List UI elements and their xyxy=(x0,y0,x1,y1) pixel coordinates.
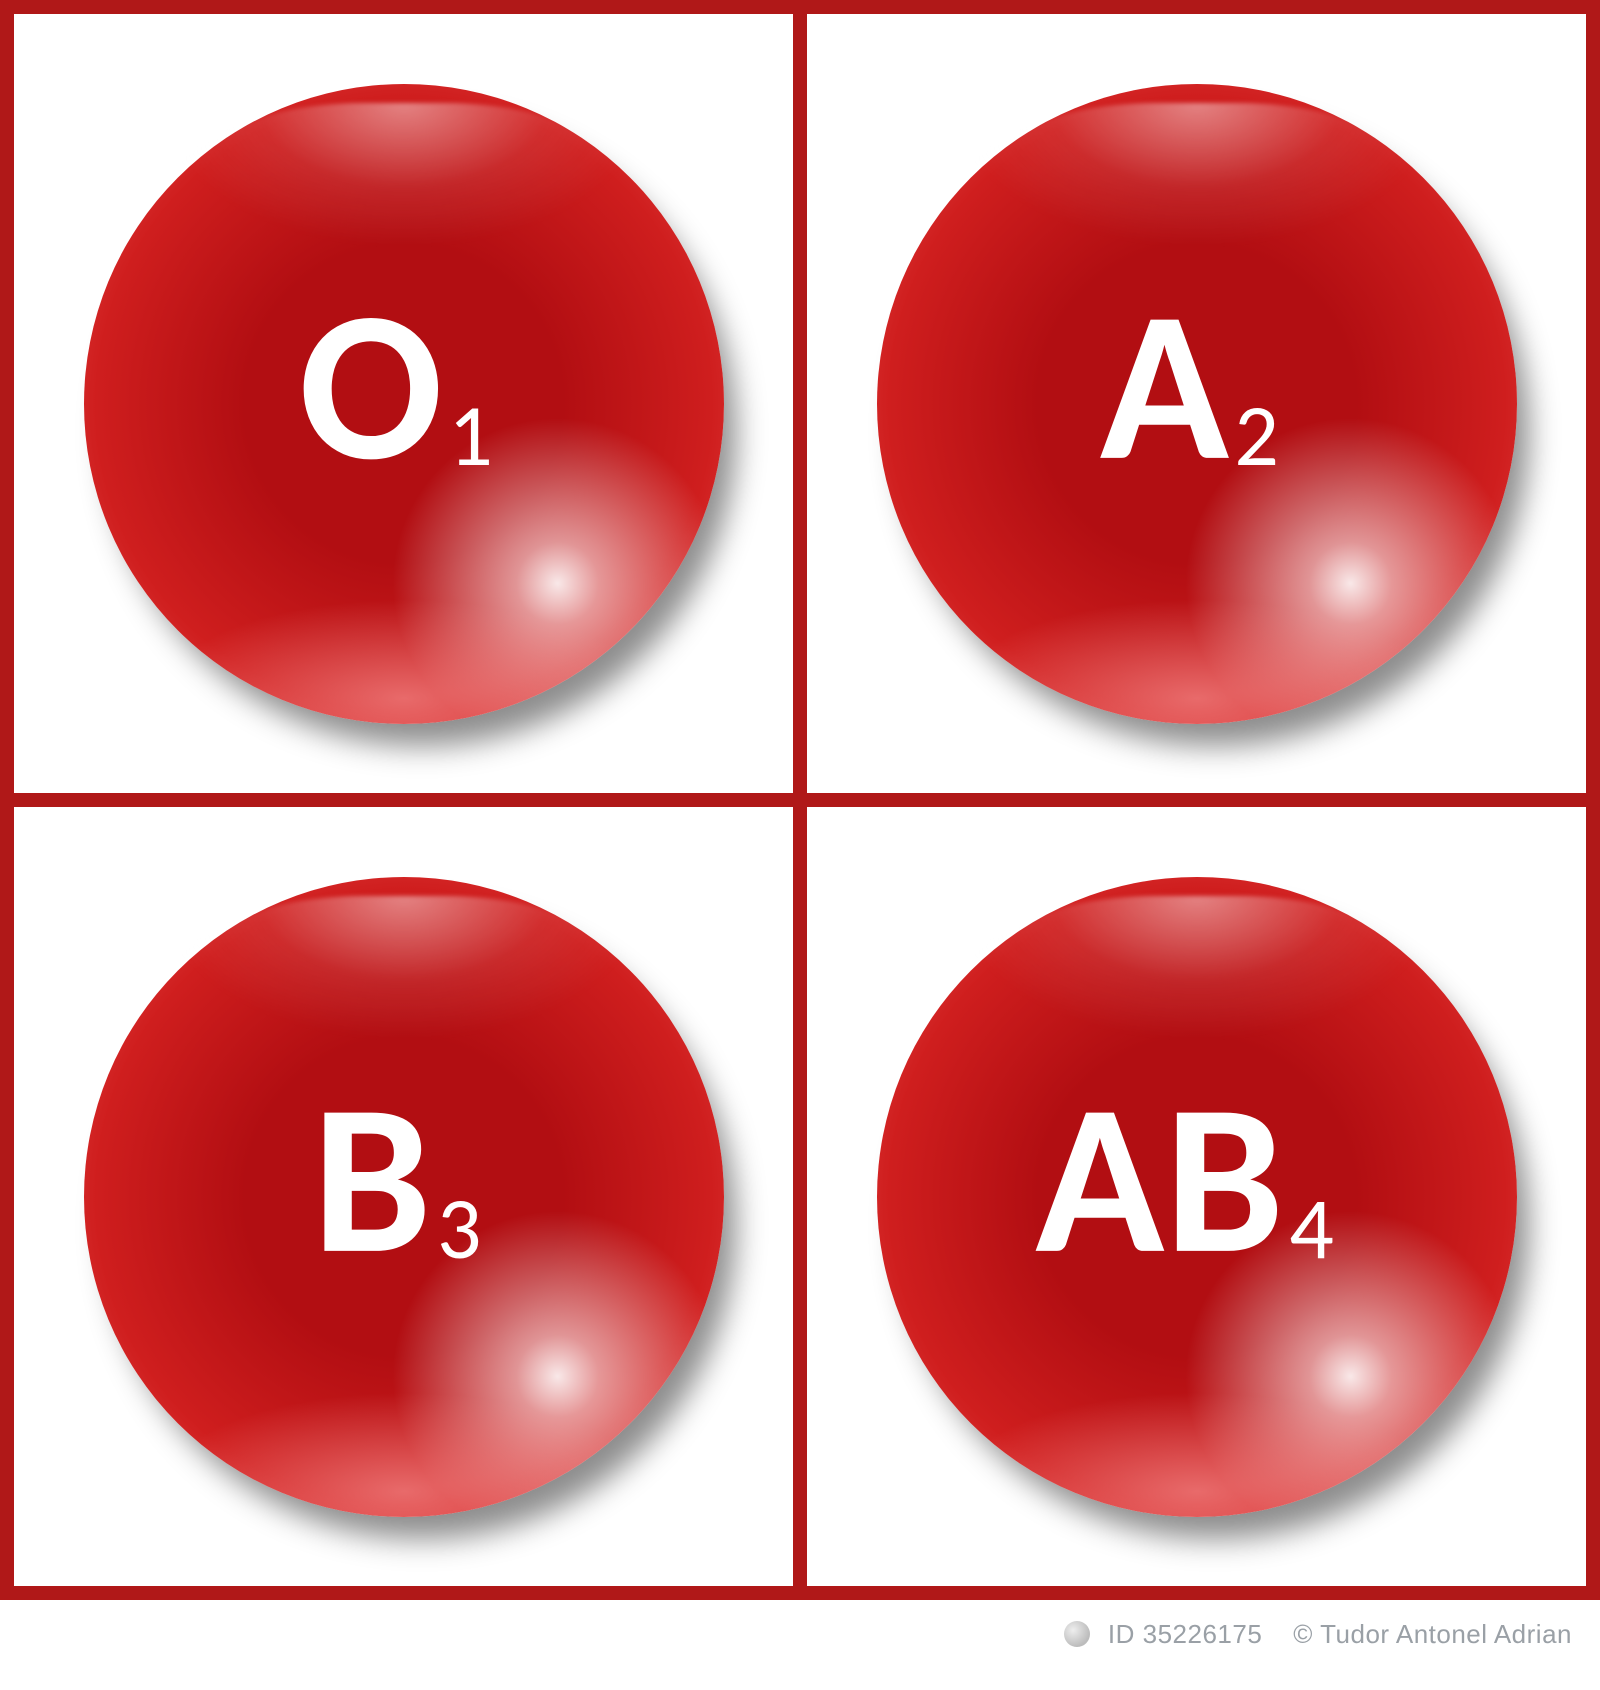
quadrant-grid: O 1 A 2 B 3 xyxy=(0,0,1600,1600)
label-a: A 2 xyxy=(1100,280,1279,493)
cell-o: O 1 xyxy=(14,14,793,793)
letter: B xyxy=(312,1073,432,1286)
attribution-bullet-icon xyxy=(1064,1621,1090,1647)
subscript: 2 xyxy=(1234,391,1279,479)
subscript: 3 xyxy=(437,1184,482,1272)
subscript: 4 xyxy=(1289,1184,1334,1272)
letter: A xyxy=(1100,280,1229,493)
cell-ab: AB 4 xyxy=(807,807,1586,1586)
blood-drop-a: A 2 xyxy=(877,84,1517,724)
letter: O xyxy=(299,280,443,493)
label-b: B 3 xyxy=(312,1073,481,1286)
label-o: O 1 xyxy=(299,280,493,493)
attribution: ID 35226175 © Tudor Antonel Adrian xyxy=(1064,1619,1572,1650)
letter: AB xyxy=(1035,1073,1284,1286)
label-ab: AB 4 xyxy=(1035,1073,1334,1286)
cell-a: A 2 xyxy=(807,14,1586,793)
cell-b: B 3 xyxy=(14,807,793,1586)
attribution-id: ID 35226175 xyxy=(1108,1619,1262,1649)
blood-type-infographic: O 1 A 2 B 3 xyxy=(0,0,1600,1690)
blood-drop-o: O 1 xyxy=(84,84,724,724)
blood-drop-ab: AB 4 xyxy=(877,877,1517,1517)
attribution-copyright: © Tudor Antonel Adrian xyxy=(1293,1619,1572,1649)
blood-drop-b: B 3 xyxy=(84,877,724,1517)
subscript: 1 xyxy=(448,391,493,479)
